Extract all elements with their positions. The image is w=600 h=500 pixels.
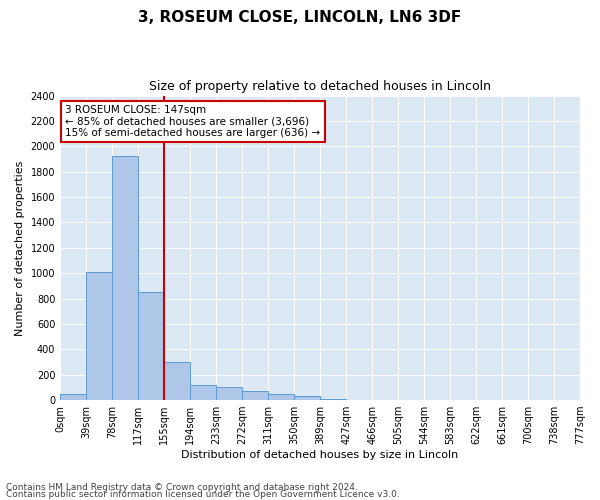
Bar — [320, 399, 346, 400]
Bar — [112, 156, 138, 400]
Text: 3, ROSEUM CLOSE, LINCOLN, LN6 3DF: 3, ROSEUM CLOSE, LINCOLN, LN6 3DF — [139, 10, 461, 25]
X-axis label: Distribution of detached houses by size in Lincoln: Distribution of detached houses by size … — [181, 450, 459, 460]
Bar — [86, 272, 112, 400]
Title: Size of property relative to detached houses in Lincoln: Size of property relative to detached ho… — [149, 80, 491, 93]
Bar — [190, 385, 216, 400]
Bar — [268, 394, 294, 400]
Bar — [164, 362, 190, 400]
Text: Contains public sector information licensed under the Open Government Licence v3: Contains public sector information licen… — [6, 490, 400, 499]
Y-axis label: Number of detached properties: Number of detached properties — [15, 160, 25, 336]
Bar — [242, 391, 268, 400]
Bar — [294, 396, 320, 400]
Bar — [216, 388, 242, 400]
Text: 3 ROSEUM CLOSE: 147sqm
← 85% of detached houses are smaller (3,696)
15% of semi-: 3 ROSEUM CLOSE: 147sqm ← 85% of detached… — [65, 104, 320, 138]
Text: Contains HM Land Registry data © Crown copyright and database right 2024.: Contains HM Land Registry data © Crown c… — [6, 484, 358, 492]
Bar — [138, 292, 164, 400]
Bar — [60, 394, 86, 400]
